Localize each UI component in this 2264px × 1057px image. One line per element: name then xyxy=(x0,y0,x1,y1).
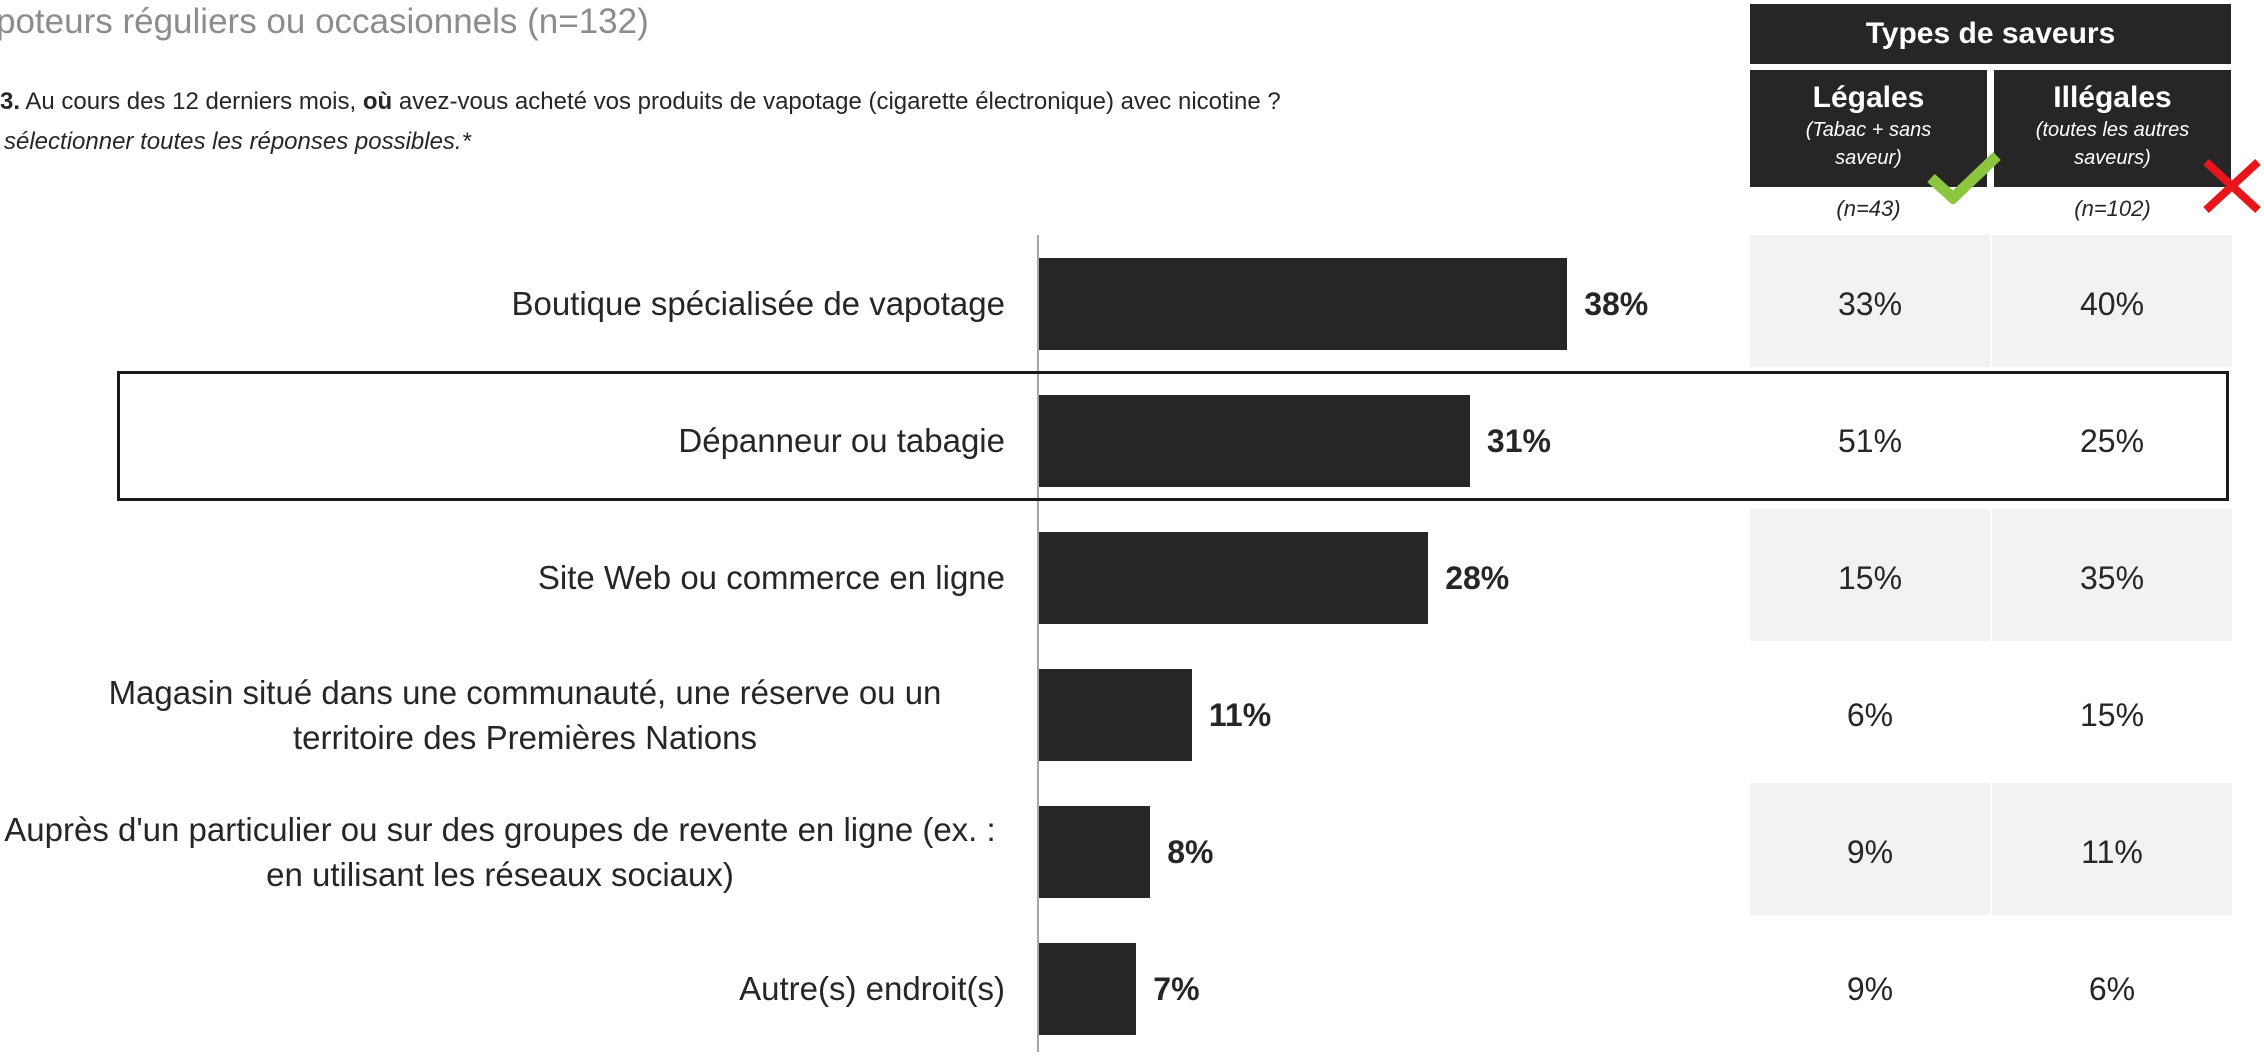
table-value-legales: 9% xyxy=(1846,970,1894,1007)
header-legales-sub2: saveur) xyxy=(1835,147,1902,169)
bar xyxy=(1039,942,1137,1035)
shade-legales xyxy=(1750,509,1990,641)
shade-legales xyxy=(1750,783,1990,915)
header-legales-title: Légales xyxy=(1812,81,1925,114)
data-label: 31% xyxy=(1486,422,1551,459)
question-part1: Au cours des 12 derniers mois, xyxy=(20,88,363,115)
data-label: 11% xyxy=(1208,696,1272,733)
n-illegales: (n=102) xyxy=(2074,196,2151,221)
question-part2: avez-vous acheté vos produits de vapotag… xyxy=(392,88,1281,115)
category-label: Site Web ou commerce en ligne xyxy=(537,559,1005,596)
bar xyxy=(1039,531,1429,624)
table-value-illegales: 25% xyxy=(2079,422,2145,459)
header-illegales-sub2: saveurs) xyxy=(2074,147,2151,169)
table-value-legales: 6% xyxy=(1846,696,1894,733)
bar xyxy=(1039,394,1470,487)
n-legales: (n=43) xyxy=(1836,196,1901,221)
table-value-illegales: 35% xyxy=(2079,559,2145,596)
header-legales-sub1: (Tabac + sans xyxy=(1805,119,1932,141)
table-value-legales: 15% xyxy=(1837,559,1903,596)
bar xyxy=(1039,668,1192,761)
question-keyword: où xyxy=(362,88,393,115)
bar xyxy=(1039,805,1151,898)
table-value-legales: 33% xyxy=(1837,285,1903,322)
question-number: 3. xyxy=(0,88,21,115)
shade-illegales xyxy=(1992,783,2232,915)
data-label: 8% xyxy=(1167,833,1214,870)
header-legales: Légales (Tabac + sans saveur) xyxy=(1750,70,1987,187)
category-label: Dépanneur ou tabagie xyxy=(678,422,1005,459)
table-value-illegales: 11% xyxy=(2081,833,2143,870)
category-label: Autre(s) endroit(s) xyxy=(739,970,1005,1007)
data-label: 7% xyxy=(1153,970,1200,1007)
category-label: Auprès d'un particulier ou sur des group… xyxy=(4,810,996,893)
bar xyxy=(1039,257,1568,350)
chart-axis xyxy=(1037,235,1039,1052)
shade-legales xyxy=(1750,235,1990,367)
highlight-box xyxy=(117,371,2229,501)
table-value-legales: 9% xyxy=(1846,833,1894,870)
check-icon xyxy=(1927,152,2001,204)
shade-illegales xyxy=(1992,509,2232,641)
header-illegales: Illégales (toutes les autres saveurs) xyxy=(1994,70,2231,187)
header-illegales-title: Illégales xyxy=(2053,81,2172,114)
table-value-illegales: 6% xyxy=(2088,970,2136,1007)
question-text: 3. Au cours des 12 derniers mois, où ave… xyxy=(0,88,1281,116)
table-header-title: Types de saveurs xyxy=(1750,4,2231,64)
category-label: Magasin situé dans une communauté, une r… xyxy=(108,673,942,756)
subtitle: poteurs réguliers ou occasionnels (n=132… xyxy=(0,2,649,41)
table-value-illegales: 15% xyxy=(2079,696,2145,733)
shade-illegales xyxy=(1992,235,2232,367)
question-instruction: sélectionner toutes les réponses possibl… xyxy=(4,128,471,155)
category-label: Boutique spécialisée de vapotage xyxy=(511,285,1005,322)
data-label: 28% xyxy=(1445,559,1510,596)
header-illegales-sub1: (toutes les autres xyxy=(2035,119,2190,141)
table-value-legales: 51% xyxy=(1837,422,1903,459)
data-label: 38% xyxy=(1584,285,1649,322)
table-value-illegales: 40% xyxy=(2079,285,2145,322)
cross-icon xyxy=(2203,159,2261,213)
